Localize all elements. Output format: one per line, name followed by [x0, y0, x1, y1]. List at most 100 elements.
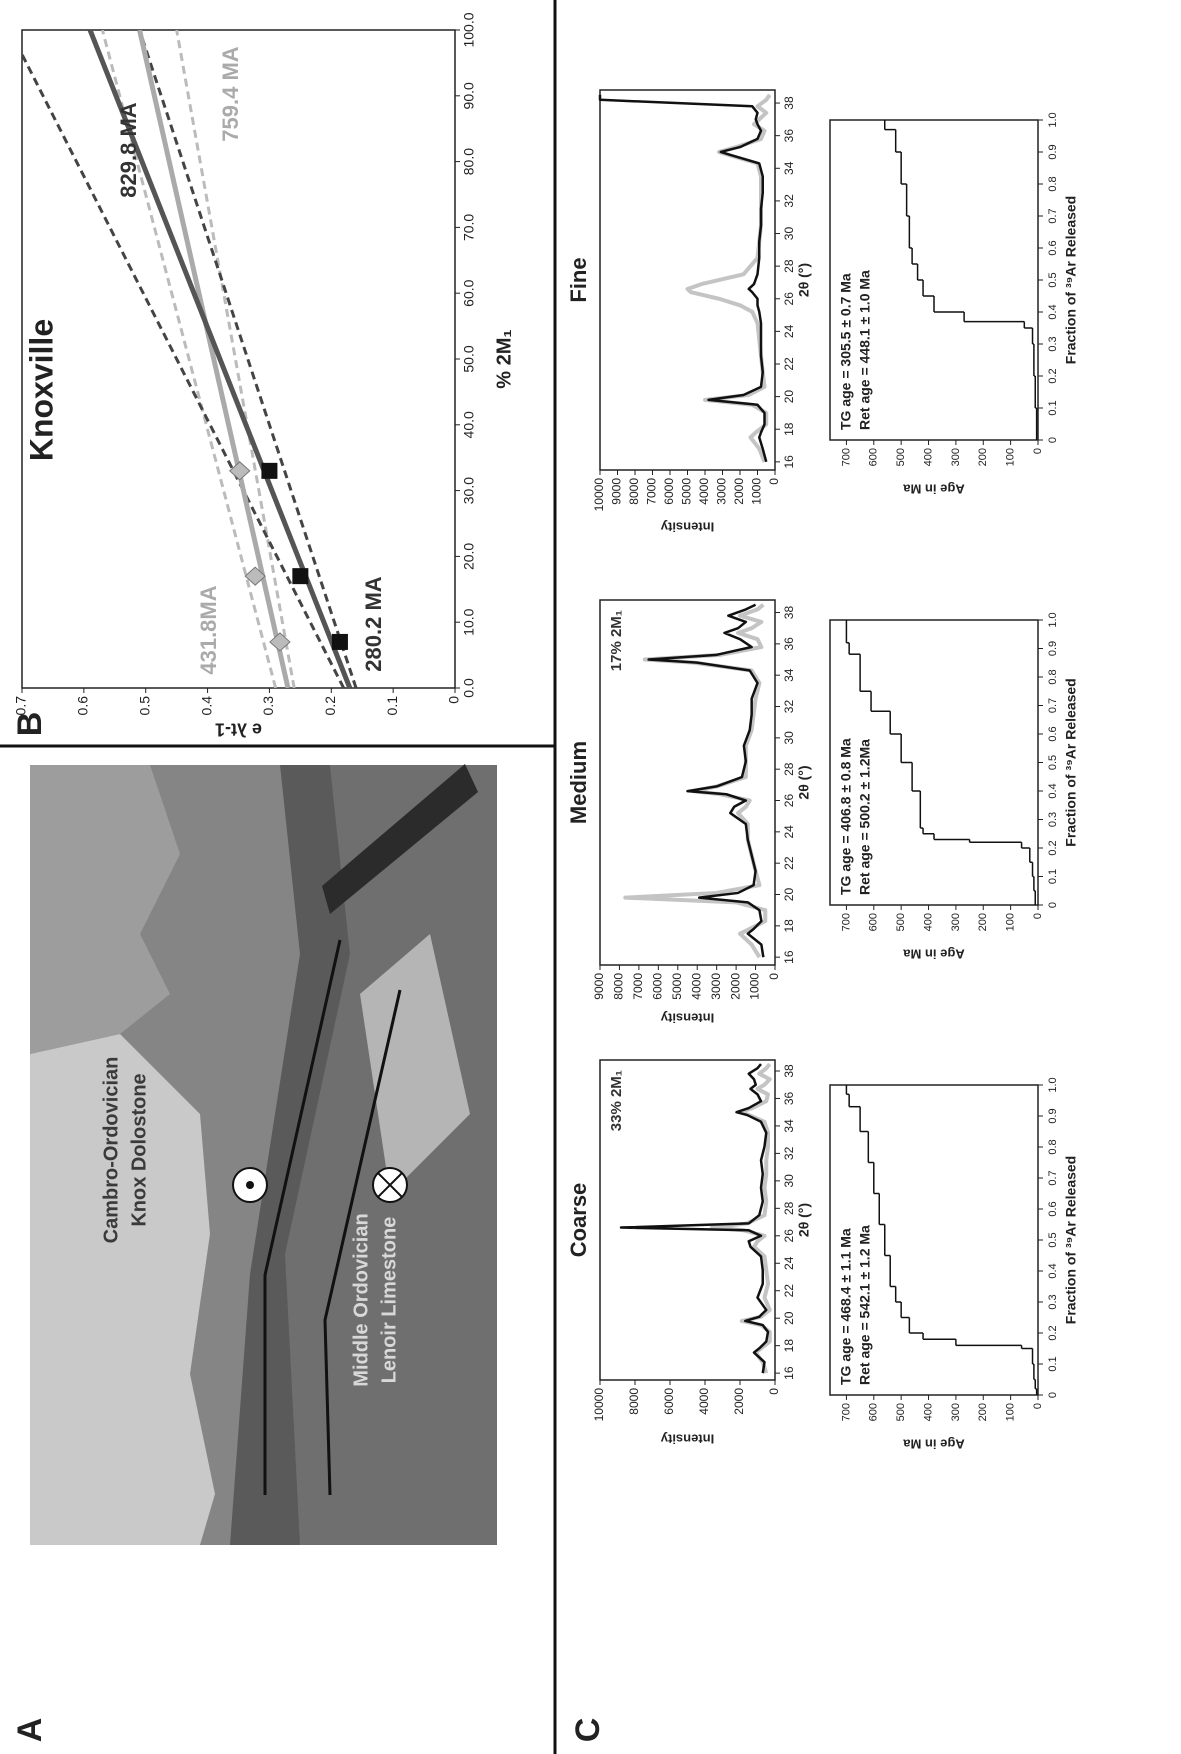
x-tick-label: 0.1 [1047, 400, 1059, 415]
x-tick-label: 36 [782, 129, 796, 143]
x-tick-label: 38 [782, 1064, 796, 1078]
photo: Cambro-Ordovician Knox Dolostone Middle … [30, 764, 497, 1545]
x-tick-label: 18 [782, 1339, 796, 1353]
y-tick-label: 0.4 [198, 696, 214, 716]
x-tick-label: 36 [782, 1091, 796, 1105]
y-tick-label: 500 [895, 448, 907, 466]
x-tick-label: 0.6 [1047, 240, 1059, 255]
x-tick-label: 0.7 [1047, 1170, 1059, 1185]
x-tick-label: 1.0 [1047, 612, 1059, 627]
x-tick-label: 0.5 [1047, 1232, 1059, 1247]
x-axis-label: Fraction of ³⁹Ar Released [1063, 196, 1079, 364]
x-tick-label: 26 [782, 292, 796, 306]
y-tick-label: 0.1 [384, 696, 400, 716]
x-tick-label: 0.8 [1047, 176, 1059, 191]
annotation: Ret age = 500.2 ± 1.2Ma [857, 739, 873, 895]
annotation: 829.8 MA [116, 102, 141, 197]
y-tick-label: 300 [950, 448, 962, 466]
chart-title: Medium [566, 741, 591, 824]
y-tick-label: 4000 [697, 478, 711, 505]
photo-label: Lenoir Limestone [378, 1217, 400, 1384]
motion-symbol [377, 1172, 403, 1198]
x-tick-label: 26 [782, 794, 796, 808]
x-tick-label: 0.6 [1047, 726, 1059, 741]
x-tick-label: 30 [782, 227, 796, 241]
y-tick-label: 10000 [592, 1388, 606, 1422]
x-tick-label: 24 [782, 825, 796, 839]
y-axis-label: Intensity [660, 1011, 714, 1026]
x-axis-label: 2θ (°) [796, 1203, 812, 1237]
x-tick-label: 36 [782, 637, 796, 651]
y-tick-label: 8000 [612, 973, 626, 1000]
x-tick-label: 20 [782, 888, 796, 902]
contact-line [263, 939, 342, 1495]
y-tick-label: 0 [767, 478, 781, 485]
rock-boulder [360, 934, 470, 1194]
y-tick-label: 4000 [697, 1388, 711, 1415]
y-axis-label: Age in Ma [903, 1437, 965, 1452]
motion-symbol [246, 1181, 254, 1189]
x-tick-label: 0.8 [1047, 669, 1059, 684]
y-tick-label: 500 [895, 913, 907, 931]
x-tick-label: 18 [782, 919, 796, 933]
y-tick-label: 0.7 [13, 696, 29, 716]
rock-boulder [30, 1034, 215, 1545]
x-axis-label: Fraction of ³⁹Ar Released [1063, 678, 1079, 846]
chart-title: Fine [566, 257, 591, 302]
y-tick-label: 0 [1032, 1403, 1044, 1409]
y-tick-label: 10000 [592, 478, 606, 512]
xrd-curve [647, 603, 765, 958]
x-tick-label: 30 [782, 1174, 796, 1188]
fit-line [138, 30, 358, 688]
y-tick-label: 3000 [709, 973, 723, 1000]
annotation: Ret age = 448.1 ± 1.0 Ma [857, 270, 873, 430]
photo-label: Knox Dolostone [128, 1073, 150, 1226]
y-tick-label: 200 [977, 448, 989, 466]
annotation: TG age = 468.4 ± 1.1 Ma [838, 1228, 854, 1385]
x-tick-label: 90.0 [461, 82, 477, 109]
xrd-curve [598, 94, 768, 463]
y-tick-label: 9000 [610, 478, 624, 505]
x-tick-label: 0.3 [1047, 1294, 1059, 1309]
y-tick-label: 700 [840, 448, 852, 466]
x-axis-label: % 2M₁ [493, 329, 515, 388]
x-tick-label: 28 [782, 762, 796, 776]
y-tick-label: 500 [895, 1403, 907, 1421]
x-tick-label: 32 [782, 194, 796, 208]
x-tick-label: 0.8 [1047, 1139, 1059, 1154]
point [228, 461, 251, 481]
y-tick-label: 6000 [651, 973, 665, 1000]
y-tick-label: 100 [1005, 913, 1017, 931]
contact-line [323, 989, 402, 1496]
annotation: 431.8MA [196, 585, 221, 674]
y-tick-label: 600 [868, 913, 880, 931]
y-axis-label: e λt-1 [215, 719, 262, 739]
y-tick-label: 2000 [732, 1388, 746, 1415]
y-tick-label: 100 [1005, 1403, 1017, 1421]
annotation: 280.2 MA [361, 576, 386, 671]
annotation: 759.4 MA [218, 46, 243, 141]
x-tick-label: 0.2 [1047, 368, 1059, 383]
y-tick-label: 4000 [689, 973, 703, 1000]
x-tick-label: 0.7 [1047, 208, 1059, 223]
x-axis-label: Fraction of ³⁹Ar Released [1063, 1156, 1079, 1324]
x-tick-label: 0.2 [1047, 1325, 1059, 1340]
x-tick-label: 40.0 [461, 411, 477, 438]
annotation: TG age = 406.8 ± 0.8 Ma [838, 738, 854, 895]
x-tick-label: 0.6 [1047, 1201, 1059, 1216]
y-tick-label: 100 [1005, 448, 1017, 466]
point [261, 462, 278, 479]
x-tick-label: 0.4 [1047, 304, 1059, 319]
annotation: Ret age = 542.1 ± 1.2 Ma [857, 1225, 873, 1385]
x-tick-label: 34 [782, 1119, 796, 1133]
x-tick-label: 20.0 [461, 543, 477, 570]
y-tick-label: 600 [868, 448, 880, 466]
x-tick-label: 34 [782, 668, 796, 682]
y-tick-label: 400 [922, 1403, 934, 1421]
y-tick-label: 600 [868, 1403, 880, 1421]
y-tick-label: 6000 [662, 478, 676, 505]
x-tick-label: 16 [782, 455, 796, 469]
x-tick-label: 0.9 [1047, 1108, 1059, 1123]
